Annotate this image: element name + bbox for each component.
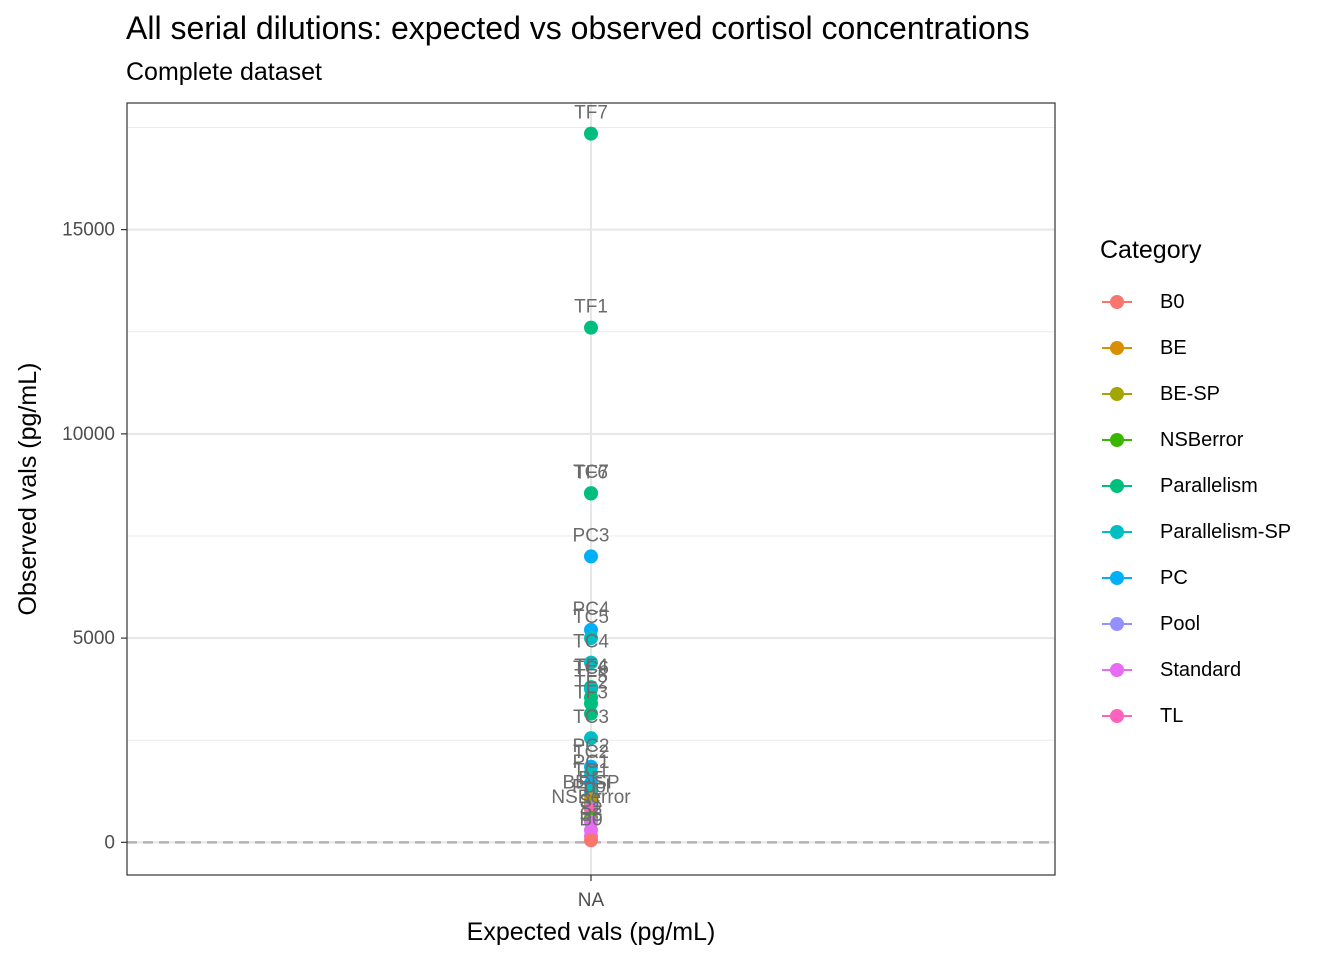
legend-key (1100, 522, 1134, 542)
data-point (584, 765, 598, 780)
legend-key (1100, 614, 1134, 634)
legend-item: NSBerror (1100, 417, 1291, 463)
point-label: S1 (579, 791, 602, 812)
legend-key (1100, 476, 1134, 496)
data-point (584, 126, 598, 141)
legend-key (1100, 384, 1134, 404)
legend-key (1100, 338, 1134, 358)
legend-label: Pool (1160, 612, 1201, 635)
legend: Category B0 BE BE-SP NSBerror Parallelism Par… (1100, 236, 1291, 739)
point-label: S3 (579, 805, 602, 826)
chart-title: All serial dilutions: expected vs observ… (126, 10, 1030, 46)
y-axis-title: Observed vals (pg/mL) (14, 363, 42, 616)
point-label: TC2 (573, 742, 609, 763)
point-label: TC1 (573, 760, 609, 781)
legend-item: BE (1100, 325, 1291, 371)
data-point (584, 631, 598, 646)
point-label: TL (580, 779, 602, 800)
y-tick-label: 5000 (73, 628, 115, 649)
point-label: Pool (572, 777, 610, 798)
point-label: PC2 (573, 736, 610, 757)
legend-key (1100, 430, 1134, 450)
legend-key (1100, 706, 1134, 726)
legend-label: Parallelism (1160, 474, 1258, 497)
point-label: TF2 (574, 672, 608, 693)
point-label: PC3 (573, 525, 610, 546)
legend-label: Standard (1160, 658, 1242, 681)
legend-item: Pool (1100, 601, 1291, 647)
data-point (584, 320, 598, 335)
legend-label: NSBerror (1160, 428, 1244, 451)
data-point (584, 655, 598, 670)
point-label: PC4 (573, 599, 610, 620)
point-label: TC6 (573, 658, 609, 679)
legend-key (1100, 292, 1134, 312)
legend-label: BE (1160, 336, 1187, 359)
points-layer (584, 126, 598, 848)
legend-label: BE-SP (1160, 382, 1221, 405)
data-point (584, 731, 598, 746)
chart-subtitle: Complete dataset (126, 58, 322, 86)
point-label: NSBerror (551, 787, 631, 808)
point-label: TF5 (574, 666, 608, 687)
point-label: TF1 (574, 297, 608, 318)
grid-layer (127, 103, 1055, 875)
legend-title: Category (1100, 236, 1202, 264)
x-axis-title: Expected vals (pg/mL) (467, 918, 716, 946)
axes-layer: 0 5000 10000 15000 NA (62, 220, 604, 911)
point-label: TF6 (574, 462, 608, 483)
legend-item: B0 (1100, 279, 1291, 325)
data-point (584, 696, 598, 711)
point-label: TC4 (573, 632, 609, 653)
point-label: TC7 (573, 462, 609, 483)
point-label: B0 (579, 809, 602, 830)
point-label: TC3 (573, 707, 609, 728)
legend-item: BE-SP (1100, 371, 1291, 417)
x-tick-label: NA (578, 890, 605, 911)
y-tick-label: 10000 (62, 424, 115, 445)
legend-label: B0 (1160, 290, 1185, 313)
legend-label: PC (1160, 566, 1188, 589)
legend-label: Parallelism-SP (1160, 520, 1292, 543)
legend-item: PC (1100, 555, 1291, 601)
legend-item: Standard (1100, 647, 1291, 693)
point-label: BE (578, 768, 603, 789)
point-label: S2 (579, 799, 602, 820)
data-point (584, 486, 598, 501)
legend-items: B0 BE BE-SP NSBerror Parallelism Parallelism-… (1100, 279, 1291, 739)
data-point (584, 706, 598, 721)
legend-label: TL (1160, 704, 1184, 727)
legend-item: Parallelism (1100, 463, 1291, 509)
point-label: TC5 (573, 607, 609, 628)
point-label: PC1 (573, 752, 610, 773)
data-point (584, 549, 598, 564)
data-point (584, 833, 598, 848)
legend-key (1100, 568, 1134, 588)
point-label: TF3 (574, 683, 608, 704)
point-label: TF7 (574, 103, 608, 124)
point-label: TF4 (574, 656, 608, 677)
legend-item: TL (1100, 693, 1291, 739)
point-label: BE-SP (562, 773, 619, 794)
y-tick-label: 15000 (62, 220, 115, 241)
legend-key (1100, 660, 1134, 680)
legend-item: Parallelism-SP (1100, 509, 1291, 555)
y-tick-label: 0 (104, 832, 115, 853)
